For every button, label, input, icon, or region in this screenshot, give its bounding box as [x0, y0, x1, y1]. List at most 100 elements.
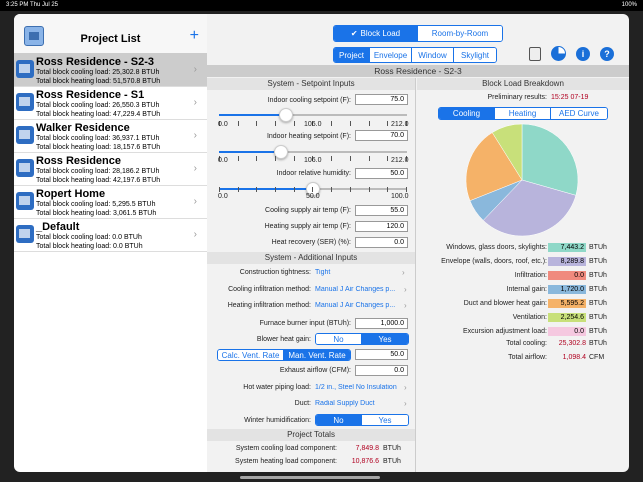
heat-infiltration-label: Heating infiltration method: [227, 302, 311, 309]
breakdown-header: Block Load Breakdown [417, 78, 629, 90]
hot-water-label: Hot water piping load: [243, 384, 311, 391]
chevron-right-icon: › [404, 285, 407, 294]
chevron-right-icon: › [193, 163, 197, 174]
subtab-envelope[interactable]: Envelope [370, 48, 412, 62]
sys-cool-label: System cooling load component: [235, 445, 337, 452]
project-list-title: Project List [80, 33, 141, 45]
project-list-panel: Project List + Ross Residence - S2-3 Tot… [14, 14, 207, 472]
home-indicator [240, 476, 380, 479]
project-cooling: Total block cooling load: 28,186.2 BTUh [36, 168, 160, 175]
project-list-item[interactable]: _Default Total block cooling load: 0.0 B… [14, 219, 207, 252]
breakdown-row-value: 8,289.8 [548, 257, 586, 266]
project-icon [16, 225, 34, 243]
pie-slice [521, 123, 579, 196]
tab-room-by-room[interactable]: Room-by-Room [418, 26, 502, 41]
total-cooling-value: 25,302.8 [558, 340, 586, 347]
blower-yes[interactable]: Yes [362, 334, 408, 344]
subtab-project[interactable]: Project [334, 48, 370, 62]
project-list-item[interactable]: Walker Residence Total block cooling loa… [14, 120, 207, 153]
heat-setpoint-slider[interactable] [219, 145, 407, 159]
status-battery: 100% [621, 2, 637, 8]
slider-knob[interactable] [278, 108, 293, 122]
project-name: Ropert Home [36, 188, 106, 200]
vent-mode-toggle: Calc. Vent. Rate Man. Vent. Rate [217, 349, 351, 361]
tab-cooling[interactable]: Cooling [439, 108, 495, 119]
chevron-right-icon: › [193, 229, 197, 240]
project-title: Ross Residence - S2-3 [207, 65, 629, 77]
subtab-window[interactable]: Window [412, 48, 454, 62]
furnace-field[interactable]: 1,000.0 [355, 318, 408, 329]
cool-infiltration-select[interactable]: Manual J Air Changes p... [315, 286, 396, 293]
hsat-label: Heating supply air temp (F): [264, 223, 351, 230]
tab-heating[interactable]: Heating [495, 108, 551, 119]
cool-setpoint-slider[interactable] [219, 108, 407, 122]
info-icon[interactable]: i [576, 47, 590, 61]
breakdown-row-value: 0.0 [548, 327, 586, 336]
sys-cool-unit: BTUh [383, 445, 401, 452]
csat-field[interactable]: 55.0 [355, 205, 408, 216]
prelim-value: 15:25 07-19 [551, 94, 589, 101]
duct-label: Duct: [294, 400, 311, 407]
slider-ticks [219, 121, 407, 127]
exhaust-field[interactable]: 0.0 [355, 365, 408, 376]
humidity-field[interactable]: 50.0 [355, 168, 408, 179]
winter-humid-no[interactable]: No [316, 415, 362, 425]
winter-humid-yes[interactable]: Yes [362, 415, 408, 425]
project-list-item[interactable]: Ropert Home Total block cooling load: 5,… [14, 186, 207, 219]
exhaust-label: Exhaust airflow (CFM): [279, 367, 351, 374]
project-cooling: Total block cooling load: 5,295.5 BTUh [36, 201, 156, 208]
project-list-item[interactable]: Ross Residence Total block cooling load:… [14, 153, 207, 186]
chevron-right-icon: › [404, 301, 407, 310]
input-subtabs: Project Envelope Window Skylight [333, 47, 497, 63]
cool-setpoint-field[interactable]: 75.0 [355, 94, 408, 105]
slider-knob[interactable] [274, 145, 289, 159]
project-list-item[interactable]: Ross Residence - S2-3 Total block coolin… [14, 54, 207, 87]
total-cooling-label: Total cooling: [506, 340, 547, 347]
chevron-right-icon: › [193, 196, 197, 207]
breakdown-row-value: 0.0 [548, 271, 586, 280]
pie-slice [465, 132, 523, 202]
help-icon[interactable]: ? [600, 47, 614, 61]
tightness-select[interactable]: Tight [315, 269, 331, 276]
project-heating: Total block heating load: 3,061.5 BTUh [36, 210, 157, 217]
pie-chart-icon[interactable] [551, 46, 566, 61]
airflow-unit: CFM [589, 354, 605, 361]
breakdown-row-unit: BTUh [589, 328, 607, 335]
slider-min: 0.0 [218, 157, 228, 164]
project-cooling: Total block cooling load: 0.0 BTUh [36, 234, 142, 241]
duct-select[interactable]: Radial Supply Duct [315, 400, 375, 407]
chevron-right-icon: › [193, 64, 197, 75]
project-heating: Total block heating load: 18,157.6 BTUh [36, 144, 161, 151]
heat-recovery-field[interactable]: 0.0 [355, 237, 408, 248]
tab-block-load-label: Block Load [360, 29, 401, 38]
hot-water-select[interactable]: 1/2 in., Steel No Insulation [315, 384, 397, 391]
furnace-label: Furnace burner input (BTUh): [259, 320, 351, 327]
blower-label: Blower heat gain: [256, 336, 311, 343]
chevron-right-icon: › [404, 399, 407, 408]
heat-setpoint-field[interactable]: 70.0 [355, 130, 408, 141]
app-logo-icon[interactable] [24, 26, 44, 46]
slider-max: 212.0 [391, 157, 409, 164]
tab-block-load[interactable]: ✔ Block Load [334, 26, 418, 41]
man-vent-rate[interactable]: Man. Vent. Rate [284, 350, 350, 360]
calc-vent-rate[interactable]: Calc. Vent. Rate [218, 350, 284, 360]
blower-no[interactable]: No [316, 334, 362, 344]
project-list: Ross Residence - S2-3 Total block coolin… [14, 54, 207, 252]
vent-rate-field[interactable]: 50.0 [355, 349, 408, 360]
calculator-icon[interactable] [529, 47, 541, 61]
load-mode-segmented: ✔ Block Load Room-by-Room [333, 25, 503, 42]
status-date: Thu Jul 25 [30, 2, 59, 8]
project-list-item[interactable]: Ross Residence - S1 Total block cooling … [14, 87, 207, 120]
hsat-field[interactable]: 120.0 [355, 221, 408, 232]
subtab-skylight[interactable]: Skylight [454, 48, 496, 62]
heat-infiltration-select[interactable]: Manual J Air Changes p... [315, 302, 396, 309]
column-divider [415, 78, 416, 472]
airflow-label: Total airflow: [508, 354, 547, 361]
slider-ticks [219, 156, 407, 162]
add-project-button[interactable]: + [189, 27, 199, 44]
slider-mid: 50.0 [306, 193, 320, 200]
tab-aed-curve[interactable]: AED Curve [551, 108, 607, 119]
humidity-label: Indoor relative humidity: [276, 170, 351, 177]
project-heating: Total block heating load: 47,229.4 BTUh [36, 111, 161, 118]
